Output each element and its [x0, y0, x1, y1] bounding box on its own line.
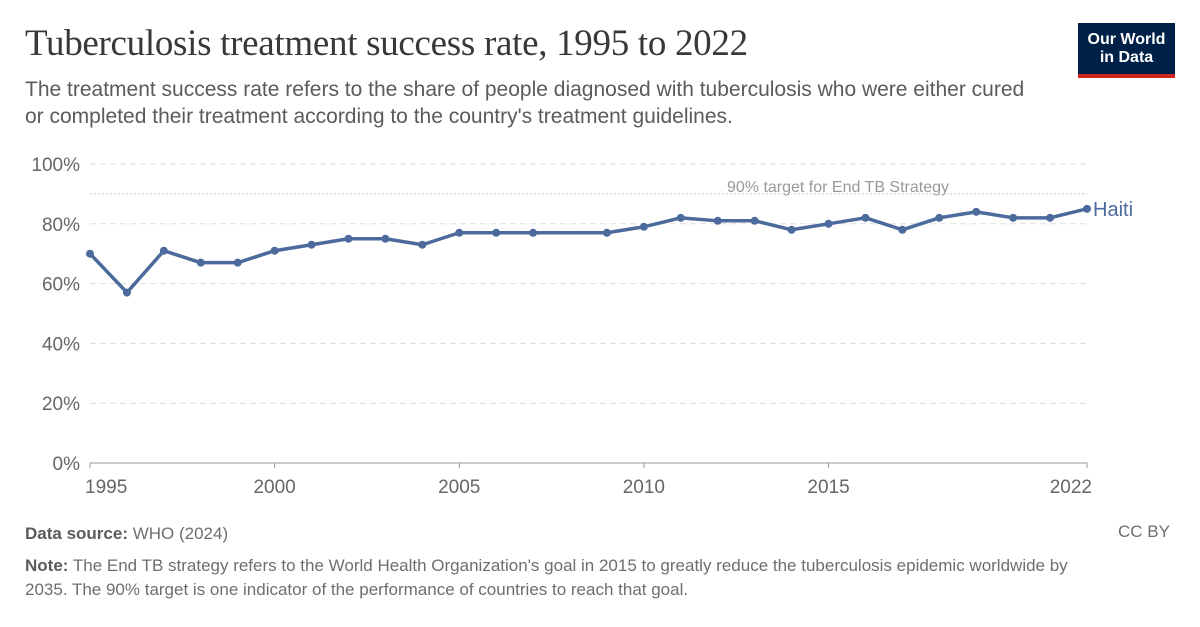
data-point [861, 213, 870, 222]
note: Note: The End TB strategy refers to the … [25, 554, 1105, 602]
data-point [381, 234, 390, 243]
data-point [492, 228, 501, 237]
source-label: Data source: [25, 524, 128, 543]
series-label: Haiti [1093, 199, 1133, 221]
data-point [529, 228, 538, 237]
data-point [196, 258, 205, 267]
chart-subtitle: The treatment success rate refers to the… [25, 78, 1025, 128]
y-tick-label: 80% [42, 215, 80, 236]
license[interactable]: CC BY [1118, 522, 1170, 541]
data-point [898, 225, 907, 234]
series-line [88, 207, 1088, 295]
data-point [307, 240, 316, 249]
owid-logo[interactable]: Our World in Data [1078, 23, 1175, 78]
x-tick-label: 1995 [85, 477, 127, 498]
y-tick-label: 20% [42, 394, 80, 415]
x-tick-label: 2005 [438, 477, 480, 498]
reference-label: 90% target for End TB Strategy [727, 179, 949, 196]
data-point [1083, 204, 1091, 213]
data-point [972, 207, 981, 216]
data-point [1046, 213, 1055, 222]
x-tick-label: 2010 [623, 477, 665, 498]
data-point [787, 225, 796, 234]
data-point [1009, 213, 1018, 222]
data-point [418, 240, 427, 249]
note-text: The End TB strategy refers to the World … [25, 556, 1068, 599]
x-tick-label: 2022 [1050, 477, 1092, 498]
data-point [602, 228, 611, 237]
logo-line2: in Data [1099, 49, 1154, 66]
logo-line1: Our World [1087, 31, 1166, 48]
data-source: Data source: WHO (2024) [25, 522, 228, 546]
note-label: Note: [25, 556, 69, 575]
data-point [86, 249, 94, 258]
y-tick-label: 40% [42, 334, 80, 355]
data-point [713, 216, 722, 225]
source-value[interactable]: WHO (2024) [132, 524, 229, 543]
y-tick-label: 0% [53, 454, 81, 475]
y-tick-label: 100% [31, 155, 80, 176]
data-point [935, 213, 944, 222]
data-point [344, 234, 353, 243]
y-tick-label: 60% [42, 275, 80, 296]
data-point [750, 216, 759, 225]
data-point [270, 246, 279, 255]
data-point [122, 288, 131, 297]
data-point [639, 222, 648, 231]
data-point [233, 258, 242, 267]
data-point [455, 228, 464, 237]
chart-title: Tuberculosis treatment success rate, 199… [25, 23, 748, 64]
data-point [159, 246, 168, 255]
x-tick-label: 2015 [807, 477, 849, 498]
data-point [676, 213, 685, 222]
data-point [824, 219, 833, 228]
x-tick-label: 2000 [253, 477, 295, 498]
